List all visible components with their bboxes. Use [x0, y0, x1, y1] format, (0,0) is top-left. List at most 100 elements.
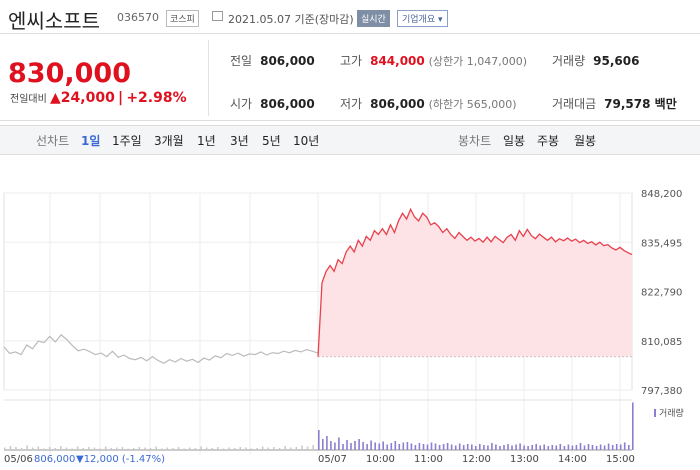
- tab-3year[interactable]: 3년: [230, 134, 249, 148]
- today-volume-bar: [503, 445, 505, 450]
- today-volume-bar: [466, 444, 469, 450]
- stock-code: 036570: [117, 11, 159, 24]
- chart-tabs: 선차트 1일 1주일 3개월 1년 3년 5년 10년 봉차트 일봉 주봉 월봉: [0, 125, 700, 155]
- prev-volume-bar: [177, 447, 180, 450]
- x-tick-label: 15:00: [606, 454, 635, 465]
- tab-monthly-candle[interactable]: 월봉: [574, 134, 597, 148]
- stat-prev: 전일 806,000: [230, 52, 315, 69]
- stat-value: 806,000: [370, 97, 425, 111]
- today-volume-bar: [334, 442, 336, 450]
- prev-volume-bar: [65, 447, 68, 450]
- tab-5year[interactable]: 5년: [262, 134, 281, 148]
- today-volume-bar: [418, 443, 421, 450]
- today-volume-bar: [406, 442, 409, 450]
- x-tick-label: 05/06: [4, 454, 33, 465]
- tab-10year[interactable]: 10년: [293, 134, 320, 148]
- prev-volume-bar: [155, 446, 157, 450]
- tab-1day[interactable]: 1일: [81, 134, 101, 148]
- stock-name: 엔씨소프트: [8, 9, 100, 33]
- tab-1week[interactable]: 1주일: [112, 134, 142, 148]
- realtime-button[interactable]: 실시간: [357, 10, 390, 27]
- today-volume-bar: [471, 444, 473, 450]
- prev-volume-bar: [121, 447, 124, 450]
- today-volume-bar: [615, 444, 618, 450]
- today-volume-bar: [623, 442, 626, 450]
- prev-volume-bar: [217, 447, 219, 450]
- change-divider: |: [118, 90, 124, 106]
- stat-low: 저가 806,000 (하한가 565,000): [340, 95, 517, 112]
- line-chart-label: 선차트: [36, 134, 70, 148]
- tab-3month[interactable]: 3개월: [154, 134, 184, 148]
- x-tick-label: 05/07: [318, 454, 347, 465]
- y-tick-label: 797,380: [641, 386, 682, 397]
- x-tick-label: 12:00: [462, 454, 491, 465]
- today-volume-bar: [450, 444, 453, 450]
- x-tick-label: 10:00: [366, 454, 395, 465]
- today-volume-bar: [458, 443, 461, 450]
- stat-value: 79,578 백만: [604, 97, 677, 111]
- today-volume-bar: [567, 444, 570, 450]
- change-label: 전일대비: [10, 94, 47, 105]
- date-basis: 기준(장마감): [294, 13, 354, 26]
- today-volume-bar: [434, 443, 437, 450]
- stock-chart: 848,200 835,495 822,790 810,085 797,380 거래량 05…: [3, 189, 684, 465]
- today-volume-bar: [543, 444, 545, 450]
- prev-volume-bar: [194, 448, 197, 450]
- today-volume-bar: [571, 445, 574, 450]
- change-amount: 24,000: [60, 90, 115, 106]
- today-volume-bar: [591, 445, 594, 450]
- tab-1year[interactable]: 1년: [197, 134, 216, 148]
- today-volume-bar: [374, 442, 376, 450]
- today-volume-bar: [595, 446, 598, 450]
- stat-label: 전일: [230, 54, 253, 68]
- today-volume-bar: [402, 442, 405, 450]
- today-volume-bar: [603, 445, 606, 450]
- today-volume-bar: [607, 443, 610, 450]
- tab-weekly-candle[interactable]: 주봉: [537, 134, 560, 148]
- prev-volume-bar: [9, 446, 12, 450]
- price-divider: [208, 40, 209, 116]
- today-volume-bar: [350, 443, 352, 450]
- today-volume-bar: [398, 444, 401, 450]
- price-change: 전일대비 ▲24,000 | +2.98%: [10, 90, 187, 106]
- calendar-icon: [212, 11, 223, 21]
- prev-volume-bar: [54, 448, 56, 450]
- current-price: 830,000: [8, 58, 131, 89]
- prev-volume-bar: [127, 448, 129, 450]
- stat-label: 시가: [230, 97, 253, 111]
- prev-volume-bar: [211, 448, 213, 450]
- prev-volume-bar: [256, 448, 258, 450]
- y-tick-label: 835,495: [641, 238, 682, 249]
- company-overview-button[interactable]: 기업개요 ▾: [397, 10, 448, 27]
- stat-label: 고가: [340, 54, 363, 68]
- prev-volume-bar: [161, 448, 163, 450]
- tab-daily-candle[interactable]: 일봉: [503, 134, 526, 148]
- prev-volume-bar: [32, 447, 34, 450]
- today-volume-bar: [519, 443, 521, 450]
- prev-volume-bar: [284, 446, 286, 450]
- prev-day-price: 806,000: [34, 454, 75, 465]
- today-volume-bar: [491, 443, 493, 450]
- y-tick-label: 822,790: [641, 288, 682, 299]
- today-volume-bar: [438, 445, 441, 450]
- today-volume-bar: [499, 446, 501, 450]
- prev-day-change: ▼12,000 (-1.47%): [76, 454, 165, 465]
- today-volume-bar: [535, 444, 537, 450]
- prev-volume-bar: [4, 447, 6, 450]
- today-volume-bar: [454, 445, 457, 450]
- today-volume-bar: [354, 441, 356, 450]
- prev-volume-bar: [239, 447, 241, 450]
- stat-label: 거래량: [552, 54, 586, 68]
- today-volume-bar: [414, 445, 417, 450]
- today-volume-bar: [583, 445, 586, 450]
- candle-chart-label: 봉차트: [458, 134, 492, 148]
- prev-volume-bar: [166, 447, 169, 450]
- today-volume-bar: [483, 445, 485, 450]
- today-area: [318, 209, 632, 357]
- x-tick-label: 14:00: [558, 454, 587, 465]
- prev-volume-bar: [200, 446, 202, 450]
- today-price-line: [317, 207, 633, 357]
- prev-volume-bar: [99, 448, 101, 450]
- stat-open: 시가 806,000: [230, 95, 315, 112]
- today-volume-bar: [531, 445, 533, 450]
